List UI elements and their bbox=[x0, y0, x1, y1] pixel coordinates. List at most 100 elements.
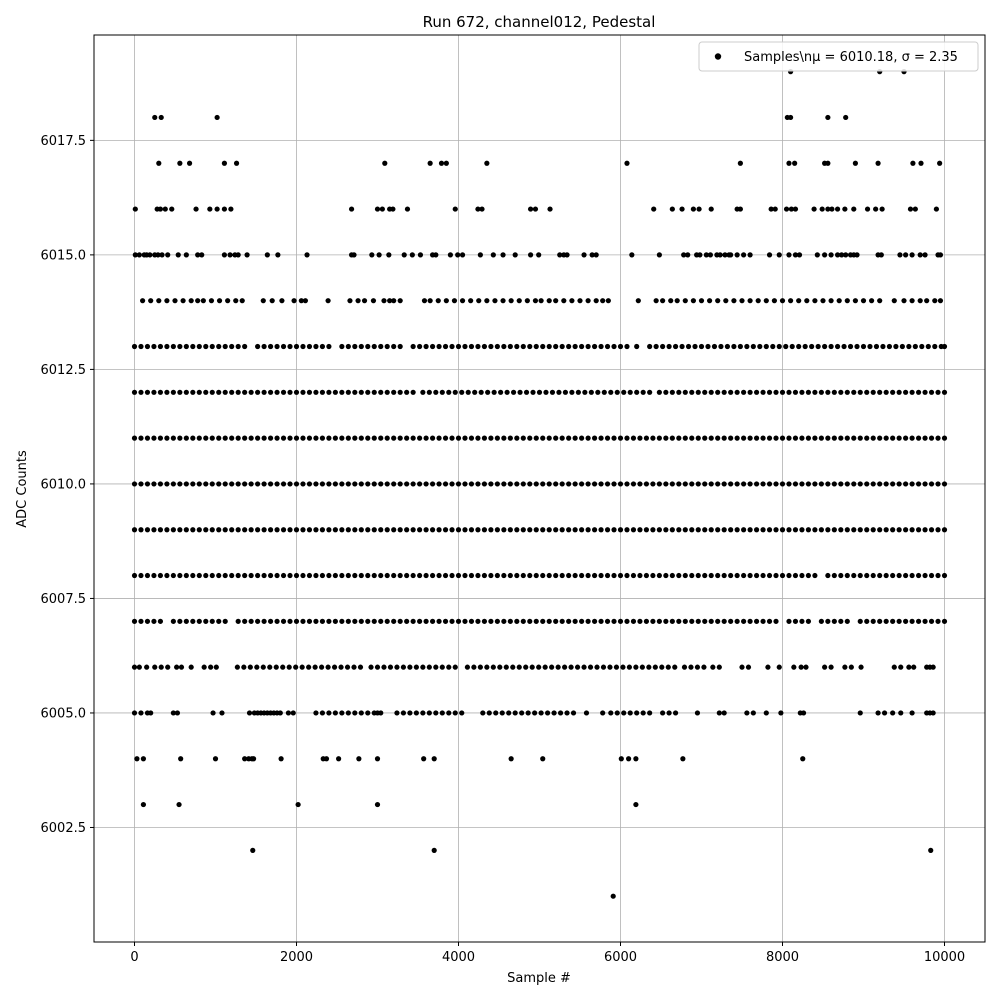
data-point bbox=[384, 343, 390, 350]
data-point bbox=[627, 710, 633, 716]
data-point bbox=[607, 664, 613, 670]
data-point bbox=[352, 618, 358, 624]
data-point bbox=[532, 206, 539, 212]
data-point bbox=[190, 527, 196, 533]
data-point bbox=[357, 664, 364, 670]
data-point bbox=[624, 618, 630, 624]
data-point bbox=[295, 801, 301, 808]
data-point bbox=[572, 343, 578, 350]
data-point bbox=[750, 710, 756, 716]
data-point bbox=[613, 664, 620, 670]
data-point bbox=[734, 572, 740, 579]
data-point bbox=[779, 389, 786, 395]
data-point bbox=[870, 435, 876, 441]
data-point bbox=[536, 252, 542, 258]
data-point bbox=[313, 481, 319, 487]
data-point bbox=[203, 435, 209, 441]
data-point bbox=[890, 527, 896, 533]
data-point bbox=[455, 527, 462, 533]
data-point bbox=[753, 572, 760, 579]
data-point bbox=[935, 389, 941, 395]
data-point bbox=[831, 481, 837, 487]
data-point bbox=[883, 572, 889, 579]
data-point bbox=[669, 435, 675, 441]
data-point bbox=[520, 618, 526, 624]
data-point bbox=[404, 618, 410, 624]
data-point bbox=[409, 252, 415, 258]
data-point bbox=[352, 343, 358, 350]
data-point bbox=[792, 572, 799, 579]
data-point bbox=[618, 756, 624, 762]
data-point bbox=[909, 435, 915, 441]
data-point bbox=[624, 572, 630, 579]
data-point bbox=[157, 343, 164, 350]
data-point bbox=[553, 572, 559, 579]
y-tick-label: 6007.5 bbox=[41, 592, 87, 607]
data-point bbox=[624, 343, 630, 350]
data-point bbox=[891, 298, 897, 304]
data-point bbox=[374, 206, 381, 212]
data-point bbox=[572, 481, 578, 487]
data-point bbox=[177, 343, 183, 350]
data-point bbox=[922, 252, 928, 258]
data-point bbox=[267, 527, 274, 533]
data-point bbox=[183, 343, 189, 350]
data-point bbox=[260, 298, 266, 304]
data-point bbox=[302, 298, 309, 304]
data-point bbox=[716, 664, 722, 670]
data-point bbox=[242, 618, 248, 624]
data-point bbox=[547, 206, 553, 212]
data-point bbox=[572, 527, 578, 533]
data-point bbox=[766, 572, 773, 579]
data-point bbox=[170, 618, 176, 624]
data-point bbox=[242, 572, 248, 579]
data-point bbox=[553, 527, 559, 533]
data-point bbox=[757, 343, 763, 350]
data-point bbox=[326, 481, 332, 487]
data-point bbox=[721, 481, 727, 487]
data-point bbox=[229, 389, 235, 395]
data-point bbox=[617, 572, 624, 579]
data-point bbox=[676, 527, 682, 533]
data-point bbox=[494, 481, 500, 487]
data-point bbox=[423, 527, 429, 533]
data-point bbox=[300, 481, 306, 487]
data-point bbox=[436, 572, 442, 579]
data-point bbox=[941, 618, 948, 624]
data-point bbox=[203, 343, 209, 350]
data-point bbox=[169, 206, 175, 212]
data-point bbox=[896, 481, 902, 487]
data-point bbox=[203, 527, 209, 533]
data-point bbox=[656, 481, 662, 487]
data-point bbox=[890, 572, 896, 579]
data-point bbox=[734, 252, 740, 258]
data-point bbox=[880, 343, 886, 350]
data-point bbox=[300, 389, 306, 395]
data-point bbox=[646, 664, 652, 670]
data-point bbox=[435, 298, 441, 304]
data-point bbox=[542, 664, 548, 670]
data-point bbox=[925, 343, 931, 350]
data-point bbox=[369, 252, 375, 258]
data-point bbox=[527, 618, 533, 624]
data-point bbox=[348, 206, 355, 212]
x-axis-ticks: 0 2000 4000 6000 8000 10000 bbox=[130, 942, 965, 965]
data-point bbox=[800, 710, 807, 716]
data-point bbox=[235, 481, 241, 487]
data-point bbox=[711, 343, 718, 350]
data-point bbox=[786, 389, 792, 395]
data-point bbox=[933, 206, 940, 212]
data-point bbox=[183, 435, 189, 441]
data-point bbox=[896, 618, 902, 624]
data-point bbox=[514, 572, 520, 579]
data-point bbox=[293, 664, 299, 670]
data-point bbox=[915, 527, 922, 533]
data-point bbox=[728, 252, 734, 258]
data-point bbox=[279, 298, 285, 304]
data-point bbox=[300, 572, 306, 579]
data-point bbox=[488, 435, 494, 441]
data-point bbox=[579, 435, 585, 441]
data-point bbox=[896, 572, 902, 579]
data-point bbox=[306, 664, 312, 670]
